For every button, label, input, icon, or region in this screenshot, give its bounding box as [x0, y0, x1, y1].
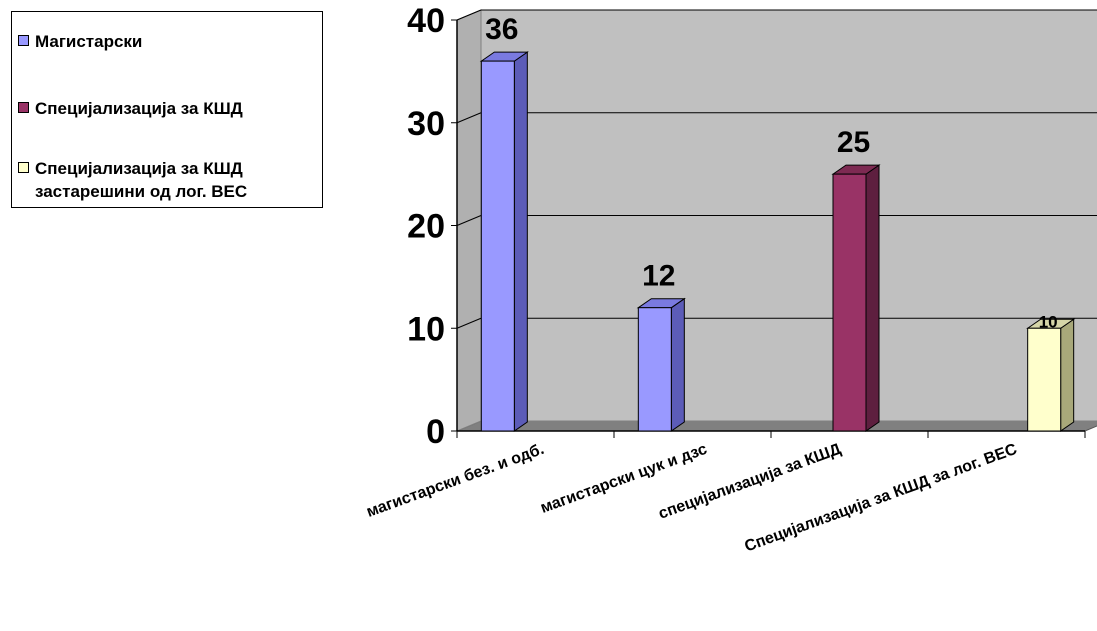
bar — [1027, 327, 1062, 432]
y-tick-label: 40 — [407, 2, 445, 40]
gridline-depth — [456, 9, 482, 21]
bar — [480, 60, 515, 432]
x-category-label: магистарски без. и одб. — [364, 441, 546, 521]
y-tick-label: 30 — [407, 105, 445, 143]
data-label: 25 — [837, 126, 870, 159]
bar-side — [1060, 318, 1075, 432]
legend-swatch-magistarski — [18, 35, 29, 46]
legend-label-magistarski: Магистарски — [35, 32, 143, 51]
legend-item-specijalizacija-ves: Специјализација за КШД застарешини од ло… — [18, 157, 247, 203]
data-label: 10 — [1039, 312, 1058, 331]
legend-item-specijalizacija: Специјализација за КШД — [18, 97, 243, 120]
gridline-depth — [456, 112, 482, 124]
gridline-depth — [456, 317, 482, 329]
gridline-depth — [456, 215, 482, 226]
legend-swatch-specijalizacija — [18, 102, 29, 113]
data-label: 12 — [642, 260, 675, 293]
legend: Магистарски Специјализација за КШД Специ… — [11, 11, 323, 208]
legend-swatch-specijalizacija-ves — [18, 162, 29, 173]
y-tick-label: 0 — [426, 413, 445, 451]
y-tick-label: 10 — [407, 310, 445, 348]
legend-label-specijalizacija: Специјализација за КШД — [35, 99, 243, 118]
bar-side — [513, 51, 528, 432]
bar — [832, 173, 867, 432]
x-category-label: Специјализација за КШД за лог. ВЕС — [742, 441, 1019, 556]
legend-label-specijalizacija-ves: Специјализација за КШД застарешини од ло… — [35, 159, 248, 201]
bar-side — [865, 164, 880, 432]
bar-side — [670, 297, 685, 432]
legend-item-magistarski: Магистарски — [18, 30, 142, 53]
y-tick-label: 20 — [407, 208, 445, 246]
plot-floor — [456, 420, 1097, 432]
data-label: 36 — [485, 13, 518, 46]
bar — [637, 307, 672, 432]
